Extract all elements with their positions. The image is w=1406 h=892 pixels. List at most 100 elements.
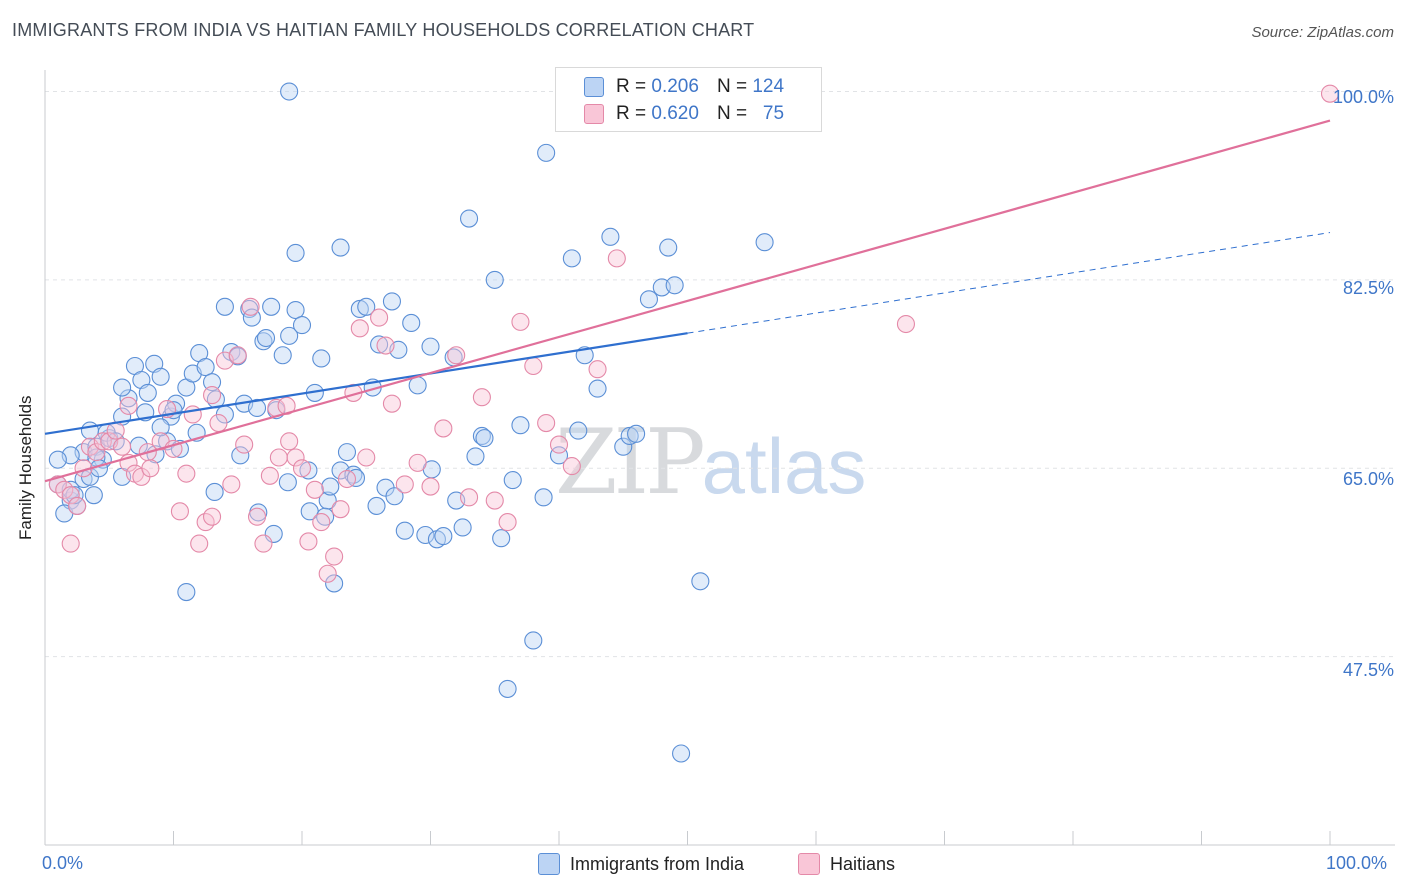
india-point-88 — [569, 421, 588, 440]
india-point-125 — [534, 488, 553, 507]
haiti-point-53 — [395, 475, 414, 494]
india-point-126 — [177, 582, 196, 602]
india-point-50 — [286, 300, 305, 320]
india-point-94 — [627, 424, 646, 443]
india-point-113 — [231, 446, 250, 465]
haiti-point-20 — [177, 464, 196, 483]
watermark-atlas: atlas — [701, 422, 867, 510]
legend-india: Immigrants from India — [538, 852, 744, 876]
haiti-swatch — [584, 104, 604, 124]
haiti-point-45 — [331, 500, 350, 519]
india-point-43 — [247, 398, 267, 418]
haiti-point-19 — [170, 502, 189, 521]
haiti-point-31 — [247, 507, 267, 526]
haiti-point-22 — [190, 534, 209, 553]
haiti-point-3 — [68, 496, 87, 515]
haiti-point-43 — [318, 564, 337, 583]
haiti-point-25 — [209, 414, 228, 433]
india-point-19 — [119, 389, 138, 408]
haiti-point-28 — [228, 346, 247, 365]
axes — [44, 70, 1395, 846]
source-label: Source: ZipAtlas.com — [1251, 24, 1394, 41]
haiti-point-52 — [382, 394, 402, 413]
haiti-point-24 — [203, 507, 222, 526]
india-point-77 — [459, 209, 479, 228]
india-point-98 — [665, 276, 684, 295]
haiti-point-58 — [459, 488, 479, 507]
haiti-point-66 — [562, 457, 581, 476]
india-point-121 — [385, 487, 404, 506]
india-r-label: R = — [616, 76, 647, 97]
haiti-point-35 — [269, 448, 288, 467]
india-point-23 — [138, 383, 157, 402]
india-point-44 — [254, 332, 273, 351]
haiti-point-30 — [241, 297, 260, 316]
haiti-point-37 — [280, 432, 299, 451]
india-point-80 — [485, 270, 504, 289]
india-point-49 — [280, 326, 299, 345]
haiti-point-68 — [607, 249, 626, 268]
haiti-point-41 — [305, 480, 324, 499]
haiti-point-33 — [260, 466, 279, 485]
haiti-point-60 — [485, 491, 504, 510]
haiti-point-54 — [408, 453, 427, 472]
haiti-point-49 — [357, 448, 376, 467]
india-point-68 — [402, 313, 421, 333]
haiti-point-71 — [1320, 84, 1340, 103]
india-point-84 — [524, 631, 543, 650]
india-point-124 — [503, 471, 522, 490]
legend-haiti-swatch — [798, 853, 820, 875]
india-trend-line — [44, 332, 688, 435]
haiti-point-2 — [61, 486, 80, 505]
india-point-63 — [370, 335, 389, 354]
legend-haiti-label: Haitians — [830, 853, 896, 874]
haiti-point-32 — [254, 534, 273, 553]
india-point-90 — [588, 379, 607, 398]
haiti-point-39 — [292, 459, 312, 478]
haiti-r-label: R = — [616, 103, 647, 124]
india-point-13 — [48, 450, 67, 469]
haiti-point-57 — [447, 346, 466, 365]
india-point-45 — [256, 328, 276, 348]
india-point-15 — [65, 486, 84, 505]
india-point-95 — [639, 290, 659, 309]
haiti-point-44 — [325, 547, 344, 566]
haiti-point-51 — [376, 336, 395, 355]
india-point-61 — [357, 297, 376, 316]
haiti-point-21 — [183, 405, 202, 424]
haiti-point-40 — [299, 532, 318, 551]
india-point-120 — [367, 496, 386, 515]
haiti-point-74 — [203, 386, 222, 405]
haiti-point-73 — [119, 396, 138, 415]
india-point-99 — [672, 744, 691, 763]
haiti-point-62 — [511, 312, 530, 331]
india-point-107 — [84, 486, 103, 505]
india-point-51 — [292, 316, 312, 335]
chart-title: IMMIGRANTS FROM INDIA VS HAITIAN FAMILY … — [12, 20, 755, 40]
india-point-127 — [325, 574, 344, 593]
haiti-point-67 — [588, 360, 607, 379]
india-point-119 — [346, 468, 366, 488]
y-tick-47-5: 47.5% — [1342, 660, 1394, 680]
india-point-76 — [453, 518, 472, 537]
india-trend-extension — [687, 232, 1331, 334]
legend-row-india: R = 0.206 N = 124 — [584, 76, 784, 98]
india-point-73 — [434, 527, 453, 546]
india-point-56 — [321, 477, 340, 496]
india-point-116 — [278, 473, 297, 492]
grid-lines — [45, 91, 1395, 658]
haiti-point-64 — [537, 414, 556, 433]
x-tick-min: 0.0% — [42, 853, 84, 873]
haiti-point-29 — [235, 435, 254, 454]
haiti-point-65 — [549, 435, 569, 454]
india-point-103 — [331, 238, 350, 257]
india-point-70 — [416, 525, 435, 545]
haiti-trend-line — [44, 119, 1331, 483]
haiti-point-50 — [370, 308, 389, 327]
india-point-78 — [472, 426, 491, 446]
india-point-87 — [562, 249, 581, 268]
haiti-point-63 — [524, 356, 543, 376]
india-n-label: N = — [716, 76, 748, 97]
india-point-54 — [312, 349, 331, 368]
india-point-81 — [492, 529, 511, 548]
